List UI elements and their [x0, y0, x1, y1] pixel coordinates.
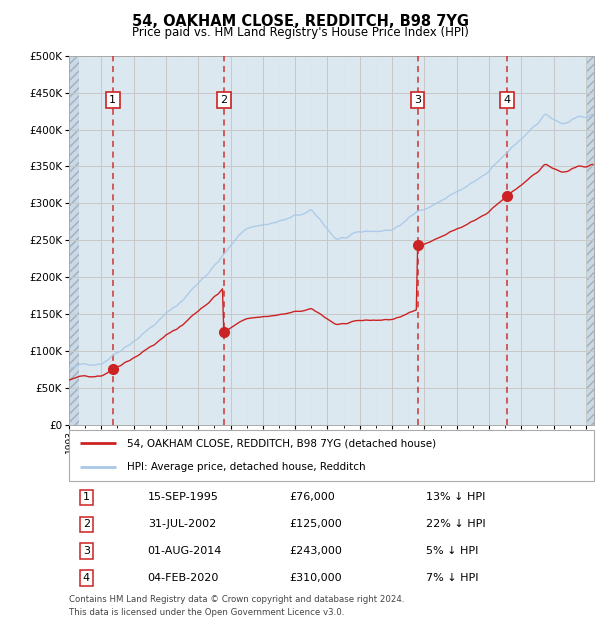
Text: 3: 3 [414, 95, 421, 105]
Text: 31-JUL-2002: 31-JUL-2002 [148, 520, 216, 529]
Text: Contains HM Land Registry data © Crown copyright and database right 2024.
This d: Contains HM Land Registry data © Crown c… [69, 595, 404, 617]
Text: £243,000: £243,000 [290, 546, 343, 556]
Text: 54, OAKHAM CLOSE, REDDITCH, B98 7YG: 54, OAKHAM CLOSE, REDDITCH, B98 7YG [131, 14, 469, 29]
Text: 22% ↓ HPI: 22% ↓ HPI [426, 520, 485, 529]
Text: £125,000: £125,000 [290, 520, 342, 529]
Text: 7% ↓ HPI: 7% ↓ HPI [426, 574, 479, 583]
Text: 2: 2 [83, 520, 90, 529]
Text: 4: 4 [83, 574, 90, 583]
Text: Price paid vs. HM Land Registry's House Price Index (HPI): Price paid vs. HM Land Registry's House … [131, 26, 469, 39]
Text: HPI: Average price, detached house, Redditch: HPI: Average price, detached house, Redd… [127, 462, 365, 472]
Text: £76,000: £76,000 [290, 492, 335, 502]
FancyBboxPatch shape [69, 430, 594, 480]
Text: £310,000: £310,000 [290, 574, 342, 583]
Text: 15-SEP-1995: 15-SEP-1995 [148, 492, 218, 502]
Text: 04-FEB-2020: 04-FEB-2020 [148, 574, 219, 583]
Text: 1: 1 [83, 492, 90, 502]
Text: 4: 4 [503, 95, 510, 105]
Text: 2: 2 [220, 95, 227, 105]
Text: 3: 3 [83, 546, 90, 556]
Text: 01-AUG-2014: 01-AUG-2014 [148, 546, 222, 556]
Bar [69, 56, 79, 425]
Bar [586, 56, 594, 425]
Text: 54, OAKHAM CLOSE, REDDITCH, B98 7YG (detached house): 54, OAKHAM CLOSE, REDDITCH, B98 7YG (det… [127, 438, 436, 448]
Text: 13% ↓ HPI: 13% ↓ HPI [426, 492, 485, 502]
Text: 1: 1 [109, 95, 116, 105]
Text: 5% ↓ HPI: 5% ↓ HPI [426, 546, 478, 556]
